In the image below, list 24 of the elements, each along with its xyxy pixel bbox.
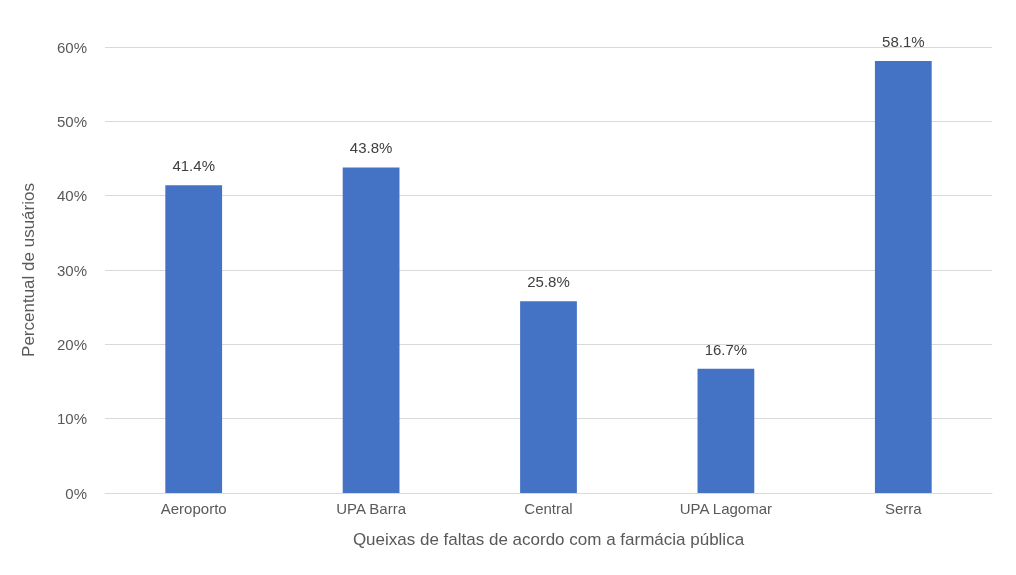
y-tick-label: 60% — [56, 38, 87, 56]
x-tick-label: Aeroporto — [160, 500, 227, 517]
data-label: 58.1% — [882, 33, 925, 51]
bar — [520, 301, 577, 493]
bar — [697, 368, 755, 493]
x-tick-label: UPA Lagomar — [679, 500, 773, 517]
y-tick-label: 50% — [56, 112, 87, 130]
x-tick-label: Serra — [884, 500, 923, 517]
data-label: 25.8% — [527, 273, 570, 291]
x-tick-label: UPA Barra — [336, 500, 407, 517]
x-axis-title: Queixas de faltas de acordo com a farmácia pública — [352, 530, 745, 549]
y-tick-label: 0% — [65, 484, 87, 502]
y-tick-label: 20% — [56, 335, 87, 353]
y-tick-label: 30% — [56, 261, 87, 279]
x-tick-label: Central — [524, 500, 573, 517]
y-tick-label: 40% — [56, 187, 87, 205]
data-label: 43.8% — [349, 139, 393, 157]
data-label: 16.7% — [704, 340, 748, 358]
y-tick-label: 10% — [56, 410, 87, 428]
bar — [342, 167, 400, 493]
y-axis-title: Percentual de usuários — [19, 183, 38, 357]
bar — [165, 185, 223, 493]
data-label: 41.4% — [172, 157, 215, 175]
bar — [874, 61, 932, 493]
